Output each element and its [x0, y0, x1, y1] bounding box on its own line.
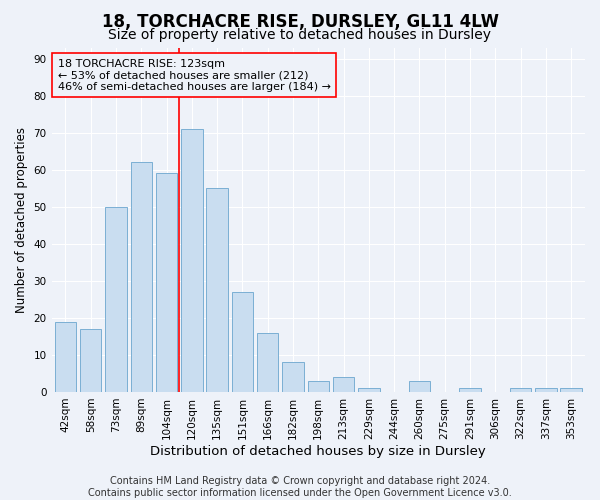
Bar: [308, 381, 329, 392]
Bar: [535, 388, 557, 392]
Bar: [181, 129, 203, 392]
Bar: [131, 162, 152, 392]
Bar: [206, 188, 228, 392]
Bar: [560, 388, 582, 392]
Bar: [510, 388, 531, 392]
Text: Contains HM Land Registry data © Crown copyright and database right 2024.
Contai: Contains HM Land Registry data © Crown c…: [88, 476, 512, 498]
X-axis label: Distribution of detached houses by size in Dursley: Distribution of detached houses by size …: [151, 444, 486, 458]
Bar: [257, 332, 278, 392]
Bar: [409, 381, 430, 392]
Text: Size of property relative to detached houses in Dursley: Size of property relative to detached ho…: [109, 28, 491, 42]
Text: 18 TORCHACRE RISE: 123sqm
← 53% of detached houses are smaller (212)
46% of semi: 18 TORCHACRE RISE: 123sqm ← 53% of detac…: [58, 58, 331, 92]
Y-axis label: Number of detached properties: Number of detached properties: [15, 126, 28, 312]
Bar: [156, 174, 178, 392]
Bar: [105, 207, 127, 392]
Bar: [459, 388, 481, 392]
Bar: [333, 377, 354, 392]
Bar: [232, 292, 253, 392]
Bar: [80, 329, 101, 392]
Text: 18, TORCHACRE RISE, DURSLEY, GL11 4LW: 18, TORCHACRE RISE, DURSLEY, GL11 4LW: [101, 12, 499, 30]
Bar: [282, 362, 304, 392]
Bar: [55, 322, 76, 392]
Bar: [358, 388, 380, 392]
